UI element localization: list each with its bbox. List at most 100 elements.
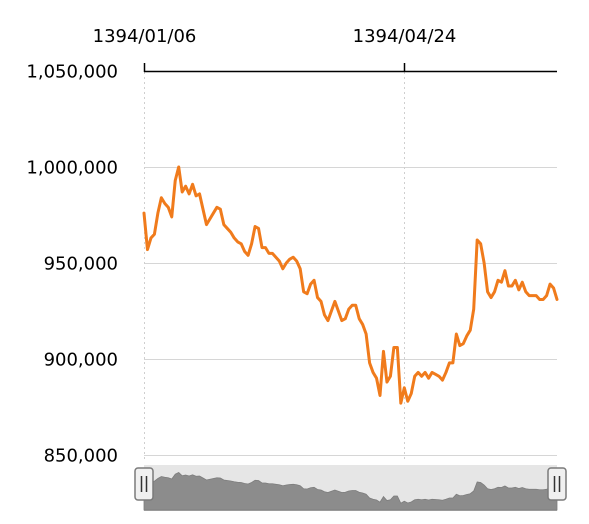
y-axis: 850,000 900,000 950,000 1,000,000 1,050,000 xyxy=(26,62,118,467)
data-point-10 xyxy=(177,165,181,169)
data-point-12 xyxy=(184,184,188,188)
data-point-117 xyxy=(548,282,552,286)
navigator[interactable] xyxy=(134,465,567,511)
data-point-75 xyxy=(402,386,406,390)
data-point-2 xyxy=(149,236,153,240)
data-point-84 xyxy=(434,372,438,376)
data-point-45 xyxy=(298,267,302,271)
data-point-27 xyxy=(236,240,240,244)
data-point-93 xyxy=(465,334,469,338)
data-point-43 xyxy=(291,255,295,259)
data-point-36 xyxy=(267,251,271,255)
data-point-68 xyxy=(378,393,382,397)
navigator-left-handle[interactable] xyxy=(134,467,154,501)
data-point-63 xyxy=(361,322,365,326)
data-point-22 xyxy=(218,207,222,211)
data-point-59 xyxy=(347,307,351,311)
data-point-111 xyxy=(527,294,531,298)
data-point-87 xyxy=(444,370,448,374)
data-point-6 xyxy=(163,201,167,205)
data-point-35 xyxy=(263,246,267,250)
data-point-79 xyxy=(416,370,420,374)
data-point-113 xyxy=(534,294,538,298)
data-point-102 xyxy=(496,278,500,282)
data-point-114 xyxy=(538,297,542,301)
data-point-64 xyxy=(364,332,368,336)
data-point-34 xyxy=(260,246,264,250)
data-point-77 xyxy=(409,392,413,396)
data-point-55 xyxy=(333,299,337,303)
data-point-89 xyxy=(451,361,455,365)
data-point-71 xyxy=(388,374,392,378)
x-tick-label-0: 1394/01/06 xyxy=(93,26,197,47)
data-point-42 xyxy=(288,257,292,261)
data-point-40 xyxy=(281,267,285,271)
data-point-86 xyxy=(440,378,444,382)
data-point-19 xyxy=(208,217,212,221)
data-point-97 xyxy=(479,242,483,246)
data-point-60 xyxy=(350,303,354,307)
data-point-11 xyxy=(180,190,184,194)
data-point-5 xyxy=(159,196,163,200)
y-tick-label-1: 900,000 xyxy=(44,350,118,371)
data-point-80 xyxy=(420,374,424,378)
data-point-65 xyxy=(368,361,372,365)
y-tick-label-2: 950,000 xyxy=(44,254,118,275)
data-point-0 xyxy=(142,211,146,215)
data-point-48 xyxy=(309,282,313,286)
data-point-28 xyxy=(239,242,243,246)
data-point-32 xyxy=(253,225,257,229)
navigator-left-handle-body[interactable] xyxy=(134,467,154,501)
data-point-51 xyxy=(319,299,323,303)
data-point-3 xyxy=(152,232,156,236)
data-point-31 xyxy=(250,242,254,246)
data-point-115 xyxy=(541,297,545,301)
data-point-56 xyxy=(336,309,340,313)
data-point-46 xyxy=(302,290,306,294)
data-point-118 xyxy=(552,286,556,290)
data-point-119 xyxy=(555,297,559,301)
data-point-95 xyxy=(472,307,476,311)
data-point-72 xyxy=(392,345,396,349)
data-point-91 xyxy=(458,344,462,348)
data-point-17 xyxy=(201,207,205,211)
y-tick-label-3: 1,000,000 xyxy=(26,158,118,179)
data-point-8 xyxy=(170,215,174,219)
data-point-9 xyxy=(173,178,177,182)
data-point-90 xyxy=(454,332,458,336)
data-point-58 xyxy=(343,317,347,321)
data-point-116 xyxy=(545,294,549,298)
data-point-62 xyxy=(357,317,361,321)
navigator-right-handle-body[interactable] xyxy=(547,467,567,501)
data-point-82 xyxy=(427,376,431,380)
data-point-98 xyxy=(482,261,486,265)
data-point-20 xyxy=(211,211,215,215)
x-axis: 1394/01/06 1394/04/24 xyxy=(93,26,456,72)
data-point-61 xyxy=(354,303,358,307)
data-point-108 xyxy=(517,288,521,292)
data-point-92 xyxy=(461,342,465,346)
data-point-18 xyxy=(204,223,208,227)
data-point-53 xyxy=(326,319,330,323)
data-point-44 xyxy=(295,259,299,263)
data-point-30 xyxy=(246,253,250,257)
data-point-81 xyxy=(423,370,427,374)
data-point-83 xyxy=(430,370,434,374)
y-tick-label-4: 1,050,000 xyxy=(26,62,118,83)
data-point-15 xyxy=(194,194,198,198)
data-point-112 xyxy=(531,294,535,298)
data-point-41 xyxy=(284,261,288,265)
data-point-96 xyxy=(475,238,479,242)
data-point-101 xyxy=(493,290,497,294)
navigator-right-handle[interactable] xyxy=(547,467,567,501)
data-point-107 xyxy=(513,278,517,282)
navigator-area xyxy=(143,472,558,511)
data-point-33 xyxy=(257,226,261,230)
data-point-24 xyxy=(225,226,229,230)
data-point-54 xyxy=(329,309,333,313)
data-point-57 xyxy=(340,319,344,323)
data-point-69 xyxy=(381,349,385,353)
data-point-47 xyxy=(305,292,309,296)
